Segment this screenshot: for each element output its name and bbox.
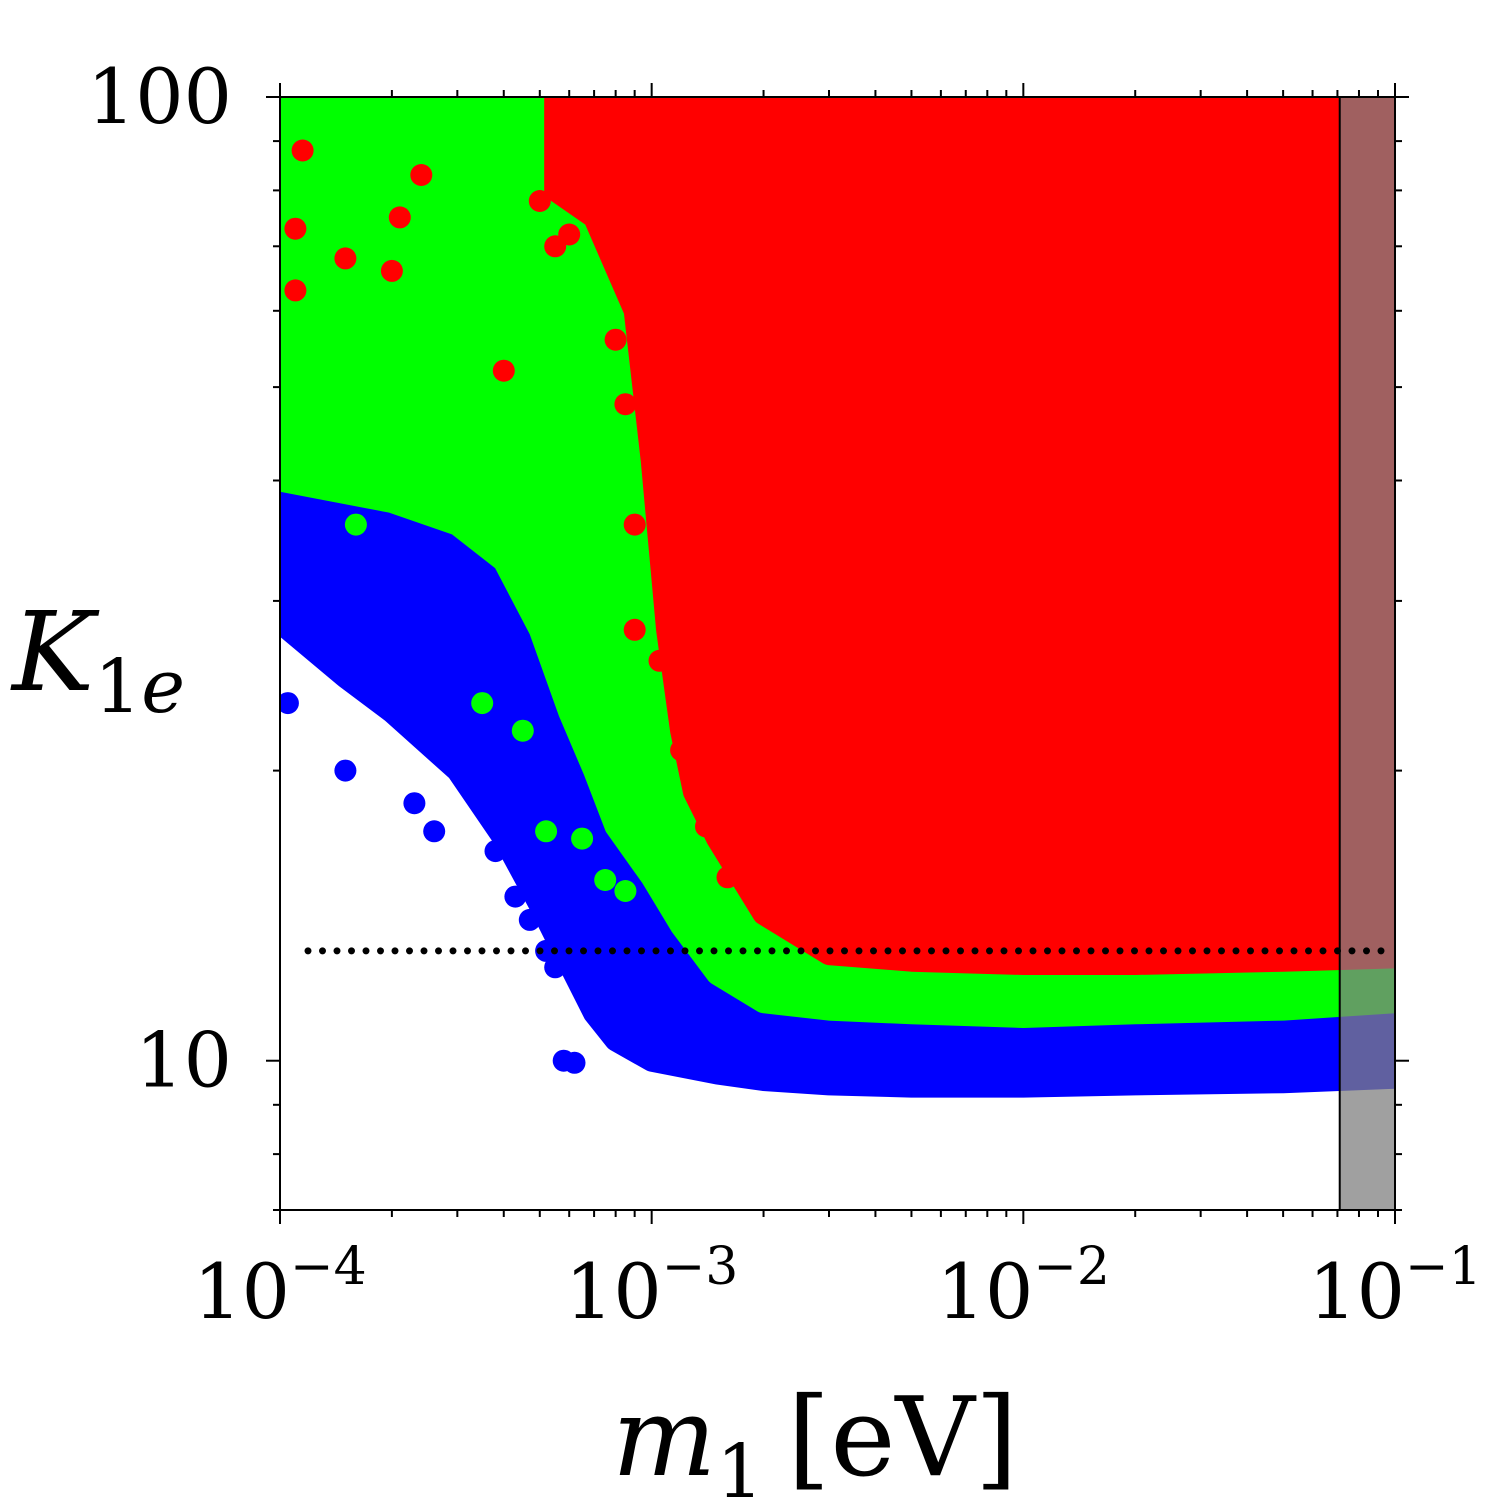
- x-tick-label: 10−4: [193, 1237, 366, 1336]
- data-point: [594, 869, 617, 891]
- data-point: [410, 164, 433, 186]
- data-point: [518, 908, 541, 931]
- data-point: [284, 279, 307, 302]
- data-point: [716, 866, 739, 889]
- data-point: [334, 759, 357, 782]
- data-point: [623, 618, 646, 641]
- data-point: [456, 768, 479, 791]
- x-tick-label: 10−3: [565, 1237, 738, 1336]
- data-point: [563, 1051, 586, 1074]
- data-point: [403, 792, 426, 815]
- x-tick-label: 10−2: [937, 1237, 1110, 1336]
- y-tick-label: 100: [87, 52, 232, 141]
- x-axis-title: m1 [eV]: [612, 1373, 1018, 1500]
- data-point: [280, 692, 299, 715]
- data-point: [571, 827, 594, 850]
- excluded-region: [1339, 97, 1395, 1210]
- data-point: [614, 393, 637, 416]
- data-point: [535, 820, 558, 843]
- data-point: [656, 562, 679, 585]
- data-point: [571, 179, 594, 202]
- data-point: [334, 247, 357, 270]
- data-point: [504, 885, 527, 908]
- data-point: [535, 939, 558, 962]
- y-axis-title: K1e: [10, 588, 185, 730]
- data-point: [528, 190, 551, 212]
- data-point: [604, 328, 627, 351]
- data-point: [558, 223, 581, 246]
- data-point: [471, 692, 494, 715]
- data-point: [344, 513, 367, 536]
- data-point: [284, 217, 307, 240]
- data-point: [544, 956, 567, 979]
- data-point: [280, 469, 299, 492]
- data-point: [623, 513, 646, 536]
- data-point: [648, 649, 671, 672]
- data-point: [511, 719, 534, 742]
- data-point: [656, 847, 679, 870]
- y-tick-label: 10: [135, 1016, 232, 1105]
- data-point: [670, 739, 693, 762]
- data-point: [492, 359, 515, 382]
- data-point: [291, 139, 314, 162]
- data-point: [695, 815, 717, 838]
- data-point: [380, 259, 403, 282]
- plot-frame: [279, 96, 1396, 1211]
- data-point: [388, 206, 411, 229]
- x-tick-label: 10−1: [1308, 1237, 1481, 1336]
- data-point: [423, 820, 446, 843]
- data-point: [416, 480, 439, 503]
- data-point: [484, 840, 507, 863]
- data-point: [640, 420, 663, 443]
- data-point: [614, 880, 637, 902]
- series-region-2: [544, 97, 1395, 975]
- data-point: [435, 747, 458, 770]
